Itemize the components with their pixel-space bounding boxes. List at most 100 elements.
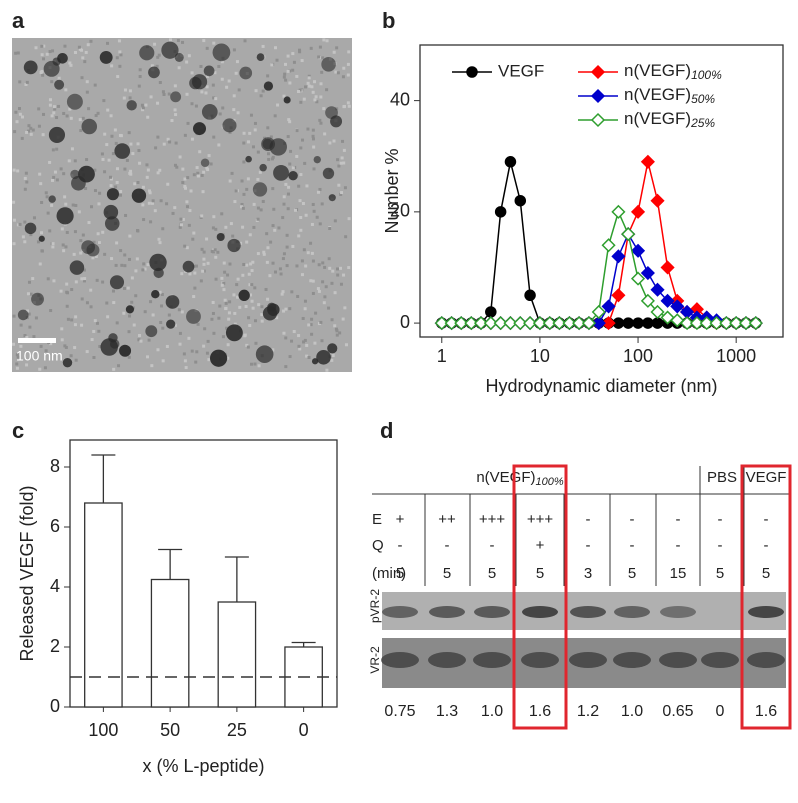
speckle: [150, 64, 154, 68]
cell: 15: [670, 565, 687, 582]
speckle: [202, 39, 206, 43]
band: [569, 652, 607, 668]
legend-marker: [590, 88, 606, 104]
speckle: [347, 104, 351, 108]
speckle: [265, 260, 269, 264]
speckle: [209, 162, 213, 166]
speckle: [27, 312, 31, 316]
band: [474, 606, 510, 618]
speckle: [140, 103, 144, 107]
particle: [313, 155, 321, 164]
speckle: [342, 148, 346, 152]
speckle: [138, 68, 142, 72]
speckle: [63, 344, 67, 348]
speckle: [202, 257, 206, 261]
speckle: [119, 53, 123, 57]
speckle: [109, 184, 113, 188]
speckle: [146, 168, 150, 172]
speckle: [179, 217, 183, 221]
speckle: [65, 304, 69, 308]
speckle: [288, 307, 292, 311]
speckle: [248, 324, 252, 328]
speckle: [109, 177, 113, 181]
speckle: [69, 116, 73, 120]
speckle: [318, 187, 322, 191]
cell: 5: [628, 565, 636, 582]
speckle: [92, 240, 96, 244]
speckle: [206, 261, 210, 265]
speckle: [20, 136, 24, 140]
speckle: [178, 331, 182, 335]
speckle: [92, 356, 96, 360]
speckle: [315, 100, 319, 104]
speckle: [203, 327, 207, 331]
particle: [200, 158, 210, 168]
marker: [601, 316, 616, 331]
legend-label: n(VEGF)100%: [624, 61, 722, 82]
particle: [321, 57, 336, 72]
speckle: [89, 305, 93, 309]
speckle: [51, 49, 55, 53]
speckle: [194, 264, 198, 268]
speckle: [333, 291, 337, 295]
speckle: [202, 170, 206, 174]
speckle: [311, 291, 315, 295]
speckle: [185, 92, 189, 96]
speckle: [192, 295, 196, 299]
speckle: [130, 276, 134, 280]
marker: [630, 271, 646, 286]
marker: [562, 316, 577, 331]
particle: [255, 345, 274, 364]
particle: [239, 66, 253, 80]
speckle: [106, 41, 110, 45]
speckle: [185, 205, 189, 209]
legend-label: VEGF: [498, 61, 544, 80]
speckle: [29, 132, 33, 136]
speckle: [80, 76, 84, 80]
speckle: [226, 343, 230, 347]
speckle: [298, 88, 302, 92]
speckle: [303, 161, 307, 165]
speckle: [91, 256, 95, 260]
speckle: [15, 120, 19, 124]
speckle: [205, 237, 209, 241]
speckle: [242, 141, 246, 145]
cell: -: [718, 511, 723, 528]
speckle: [299, 215, 303, 219]
speckle: [291, 52, 295, 56]
speckle: [307, 76, 311, 80]
speckle: [55, 147, 59, 151]
speckle: [342, 66, 346, 70]
speckle: [80, 297, 84, 301]
speckle: [282, 195, 286, 199]
speckle: [38, 367, 42, 371]
speckle: [311, 134, 315, 138]
speckle: [84, 187, 88, 191]
speckle: [160, 293, 164, 297]
particle: [62, 357, 73, 368]
speckle: [271, 224, 275, 228]
speckle: [115, 56, 119, 60]
marker: [611, 249, 626, 264]
speckle: [117, 364, 121, 368]
speckle: [175, 165, 179, 169]
particle: [193, 122, 207, 136]
cell: +++: [479, 511, 506, 528]
speckle: [303, 307, 307, 311]
speckle: [29, 233, 33, 237]
speckle: [122, 311, 126, 315]
speckle: [23, 334, 27, 338]
cell: -: [630, 537, 635, 554]
speckle: [50, 203, 54, 207]
speckle: [93, 83, 97, 87]
speckle: [183, 133, 187, 137]
speckle: [44, 349, 48, 353]
speckle: [324, 285, 328, 289]
speckle: [295, 264, 299, 268]
speckle: [281, 257, 285, 261]
speckle: [338, 331, 342, 335]
speckle: [261, 199, 265, 203]
speckle: [186, 121, 190, 125]
speckle: [39, 182, 43, 186]
speckle: [161, 227, 165, 231]
